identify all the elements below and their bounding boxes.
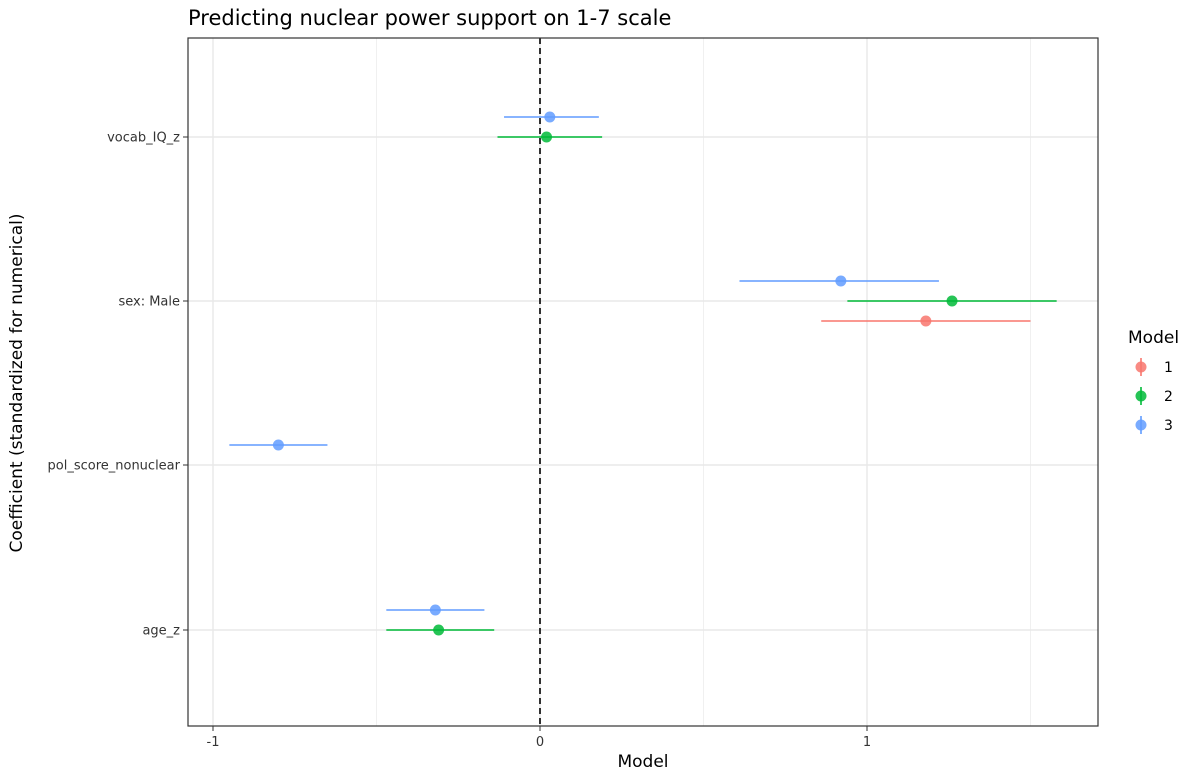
point-model-3 [429,604,441,616]
panel-border [187,37,1099,727]
x-tick-label: -1 [207,735,220,750]
x-tick-label: 1 [863,735,871,750]
y-axis-title: Coefficient (standardized for numerical) [7,213,27,552]
x-tick-label: 0 [536,735,544,750]
panel-background [188,38,1098,726]
point-model-1 [920,315,932,327]
chart-title: Predicting nuclear power support on 1-7 … [188,6,671,30]
legend-key-point-model-2 [1135,390,1147,402]
y-tick-label: age_z [142,624,180,639]
y-tick-label: vocab_IQ_z [107,131,180,146]
x-axis-title: Model [617,752,668,772]
point-model-2 [433,624,445,636]
point-model-3 [835,275,847,287]
point-model-3 [272,439,284,451]
y-tick-label: sex: Male [118,295,180,310]
legend: Model 1 2 3 [1128,328,1179,434]
y-tick-label: pol_score_nonuclear [48,459,181,474]
legend-key-point-model-3 [1135,419,1147,431]
point-model-2 [946,295,958,307]
plot-area: vocab_IQ_z sex: Male pol_score_nonuclearag… [48,37,1099,750]
legend-label-model-2: 2 [1164,389,1173,405]
point-model-2 [541,131,553,143]
legend-title: Model [1128,328,1179,348]
legend-label-model-3: 3 [1164,418,1173,434]
point-model-3 [544,111,556,123]
legend-label-model-1: 1 [1164,360,1173,376]
legend-key-point-model-1 [1135,361,1147,373]
